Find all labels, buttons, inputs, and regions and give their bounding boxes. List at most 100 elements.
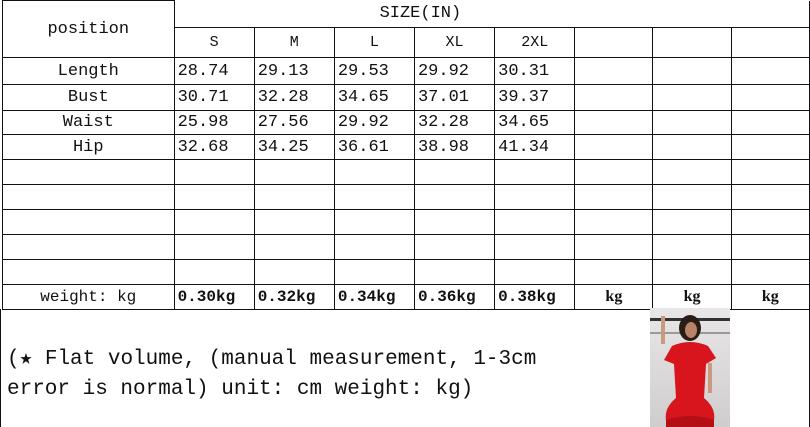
weight-row: weight: kg 0.30kg 0.32kg 0.34kg 0.36kg 0.38kg… — [2, 284, 810, 310]
measurement-cell — [413, 234, 496, 260]
measurement-cell — [574, 184, 654, 210]
measurement-note: (★ Flat volume, (manual measurement, 1-3… — [7, 345, 536, 405]
measurement-cell — [652, 159, 732, 185]
size-col-m: M — [253, 27, 335, 58]
header-row: position SIZE(IN) — [2, 0, 810, 58]
measurement-cell — [253, 184, 335, 210]
measurement-cell — [652, 209, 732, 235]
measurement-cell — [333, 159, 415, 185]
row-label — [2, 209, 175, 235]
measurement-cell — [173, 159, 255, 185]
measurement-cell — [574, 110, 654, 135]
measurement-cell: 38.98 — [413, 134, 496, 160]
measurement-cell — [173, 209, 255, 235]
measurement-cell — [574, 57, 654, 85]
measurement-cell — [652, 57, 732, 85]
measurement-cell — [652, 84, 732, 111]
measurement-cell — [730, 57, 810, 85]
measurement-cell: 36.61 — [333, 134, 415, 160]
measurement-cell — [494, 184, 576, 210]
table-row — [2, 234, 810, 260]
measurement-cell — [730, 184, 810, 210]
measurement-cell — [494, 259, 576, 285]
size-col-blank-7 — [730, 27, 810, 58]
measurement-cell — [173, 259, 255, 285]
measurement-cell — [253, 234, 335, 260]
measurement-cell — [253, 159, 335, 185]
size-col-l: L — [333, 27, 415, 58]
table-row — [2, 259, 810, 285]
measurement-cell: 32.28 — [253, 84, 335, 111]
position-header: position — [2, 0, 175, 58]
measurement-cell — [333, 234, 415, 260]
weight-cell: 0.32kg — [253, 284, 335, 310]
measurement-cell — [574, 259, 654, 285]
measurement-cell — [333, 209, 415, 235]
note-area: (★ Flat volume, (manual measurement, 1-3… — [0, 309, 810, 427]
measurement-cell — [730, 110, 810, 135]
table-row: Hip 32.68 34.25 36.61 38.98 41.34 — [2, 134, 810, 160]
measurement-cell: 30.31 — [494, 57, 576, 85]
measurement-cell: 29.92 — [333, 110, 415, 135]
measurement-cell: 34.25 — [253, 134, 335, 160]
measurement-cell — [730, 84, 810, 111]
row-label — [2, 184, 175, 210]
measurement-cell: 28.74 — [173, 57, 255, 85]
weight-cell: 0.30kg — [173, 284, 255, 310]
weight-cell: kg — [730, 284, 810, 310]
measurement-cell: 29.92 — [413, 57, 496, 85]
weight-cell: kg — [574, 284, 654, 310]
measurement-cell — [494, 234, 576, 260]
measurement-cell — [574, 134, 654, 160]
measurement-cell — [413, 209, 496, 235]
note-line-2: error is normal) unit: cm weight: kg) — [7, 378, 474, 401]
row-label: Bust — [2, 84, 175, 111]
weight-cell: 0.38kg — [494, 284, 576, 310]
table-row: Length 28.74 29.13 29.53 29.92 30.31 — [2, 57, 810, 85]
measurement-cell — [253, 259, 335, 285]
measurement-cell — [730, 134, 810, 160]
measurement-cell: 29.13 — [253, 57, 335, 85]
row-label — [2, 159, 175, 185]
size-row: S M L XL 2XL — [3, 27, 810, 58]
size-col-s: S — [173, 27, 255, 58]
measurement-cell — [652, 184, 732, 210]
size-col-blank-5 — [574, 27, 654, 58]
measurement-cell — [413, 184, 496, 210]
measurement-cell — [574, 209, 654, 235]
measurement-cell — [730, 259, 810, 285]
measurement-cell: 29.53 — [333, 57, 415, 85]
row-label: Waist — [2, 110, 175, 135]
measurement-cell — [730, 159, 810, 185]
measurement-cell: 27.56 — [253, 110, 335, 135]
weight-cell: 0.34kg — [333, 284, 415, 310]
table-row: Bust 30.71 32.28 34.65 37.01 39.37 — [2, 84, 810, 111]
size-chart-table: position SIZE(IN) S M L XL 2XL Length 28.74 29… — [2, 0, 810, 310]
measurement-cell — [253, 209, 335, 235]
measurement-cell: 39.37 — [494, 84, 576, 111]
measurement-cell: 32.28 — [413, 110, 496, 135]
size-header: SIZE(IN) — [173, 0, 810, 28]
measurement-cell — [730, 234, 810, 260]
row-label: Length — [2, 57, 175, 85]
weight-cell: kg — [652, 284, 732, 310]
measurement-cell — [574, 84, 654, 111]
measurement-cell — [652, 259, 732, 285]
size-col-blank-6 — [652, 27, 732, 58]
measurement-cell: 34.65 — [494, 110, 576, 135]
row-label — [2, 234, 175, 260]
measurement-cell — [494, 209, 576, 235]
measurement-cell — [652, 110, 732, 135]
measurement-cell: 34.65 — [333, 84, 415, 111]
measurement-cell: 30.71 — [173, 84, 255, 111]
measurement-cell — [652, 134, 732, 160]
product-photo — [650, 308, 730, 427]
measurement-cell — [494, 159, 576, 185]
table-row — [2, 159, 810, 185]
measurement-cell — [173, 234, 255, 260]
size-col-2xl: 2XL — [494, 27, 576, 58]
measurement-cell — [333, 184, 415, 210]
weight-label: weight: kg — [2, 284, 175, 310]
row-label: Hip — [2, 134, 175, 160]
measurement-cell — [652, 234, 732, 260]
